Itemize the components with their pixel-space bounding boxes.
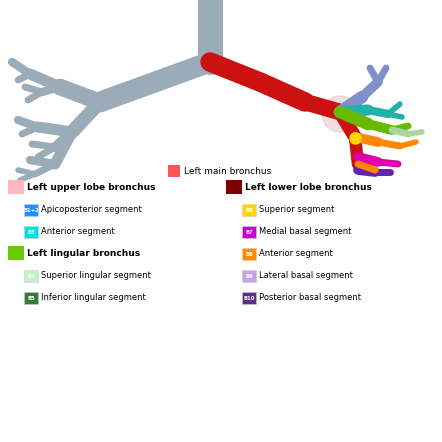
Text: Anterior segment: Anterior segment	[259, 249, 333, 259]
Bar	[242, 270, 256, 282]
Text: Inferior lingular segment: Inferior lingular segment	[41, 293, 146, 302]
Text: Left lingular bronchus: Left lingular bronchus	[27, 248, 140, 258]
Circle shape	[322, 96, 358, 132]
Bar	[8, 180, 24, 194]
Bar	[24, 292, 38, 304]
Text: Posterior basal segment: Posterior basal segment	[259, 293, 361, 302]
Text: Left upper lobe bronchus: Left upper lobe bronchus	[27, 183, 156, 191]
Text: B4: B4	[27, 274, 35, 278]
Text: Superior segment: Superior segment	[259, 206, 335, 214]
Text: B9: B9	[245, 274, 253, 278]
Bar	[24, 226, 38, 238]
Text: Apicoposterior segment: Apicoposterior segment	[41, 206, 142, 214]
Text: Left main bronchus: Left main bronchus	[184, 167, 271, 175]
Text: Superior lingular segment: Superior lingular segment	[41, 271, 151, 281]
Text: Left lower lobe bronchus: Left lower lobe bronchus	[245, 183, 372, 191]
Bar	[24, 204, 38, 216]
Text: Anterior segment: Anterior segment	[41, 228, 115, 236]
Bar	[168, 165, 180, 177]
Bar	[24, 270, 38, 282]
Bar	[242, 204, 256, 216]
Text: B8: B8	[245, 251, 253, 256]
Text: Medial basal segment: Medial basal segment	[259, 228, 351, 236]
Text: B3: B3	[27, 229, 35, 235]
Text: B7: B7	[245, 229, 253, 235]
Text: B6: B6	[245, 207, 253, 213]
Bar	[8, 246, 24, 260]
Text: Lateral basal segment: Lateral basal segment	[259, 271, 353, 281]
Bar	[242, 292, 256, 304]
Text: B10: B10	[243, 296, 255, 301]
Bar	[226, 180, 242, 194]
Bar	[242, 248, 256, 260]
Text: B5: B5	[27, 296, 35, 301]
Text: B1+2: B1+2	[23, 207, 39, 213]
Bar	[242, 226, 256, 238]
